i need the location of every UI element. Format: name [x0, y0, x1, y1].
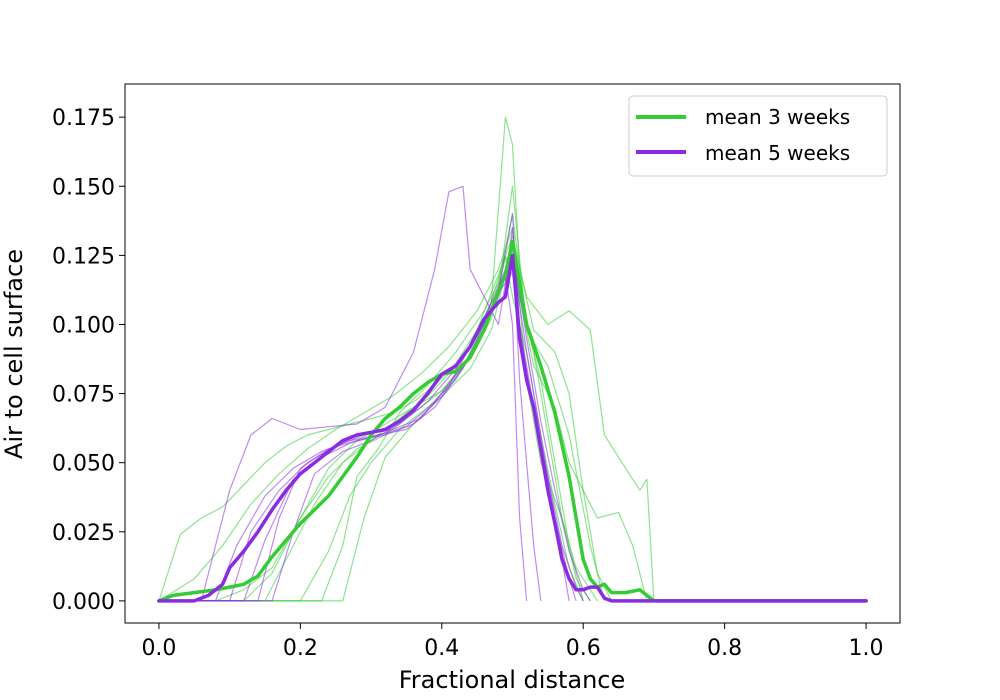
plot-frame: [124, 83, 901, 624]
replicate-line-5: [158, 185, 605, 602]
x-tick-label-4: 0.8: [707, 636, 742, 661]
plot-area: [124, 83, 901, 624]
y-tick-label-0: 0.000: [52, 590, 115, 615]
series-lines: [157, 239, 868, 603]
replicate-line-3: [158, 254, 591, 602]
replicate-line-13: [158, 274, 528, 602]
y-axis: 0.000 0.025 0.050 0.075 0.100 0.125 0.150 0.175: [52, 106, 125, 615]
y-tick-label-3: 0.075: [52, 383, 115, 408]
replicate-line-6: [158, 227, 598, 602]
y-tick-label-1: 0.025: [52, 521, 115, 546]
x-tick-label-3: 0.6: [566, 636, 601, 661]
x-tick-label-5: 1.0: [849, 636, 884, 661]
replicate-lines: [158, 116, 655, 602]
x-tick-label-2: 0.4: [424, 636, 459, 661]
x-axis-title: Fractional distance: [399, 666, 626, 694]
y-tick-label-6: 0.150: [52, 175, 115, 200]
legend-box: [628, 95, 888, 177]
y-tick-label-4: 0.100: [52, 313, 115, 338]
y-tick-label-2: 0.050: [52, 452, 115, 477]
y-tick-label-5: 0.125: [52, 244, 115, 269]
legend-label-mean-3-weeks: mean 3 weeks: [705, 105, 850, 129]
x-tick-label-0: 0.0: [141, 636, 176, 661]
y-tick-label-7: 0.175: [52, 106, 115, 131]
replicate-line-11: [158, 254, 577, 602]
x-axis: 0.0 0.2 0.4 0.6 0.8 1.0: [141, 623, 884, 661]
x-tick-label-1: 0.2: [283, 636, 318, 661]
replicate-line-9: [158, 185, 542, 602]
y-axis-title: Air to cell surface: [0, 249, 28, 459]
replicate-line-4: [158, 213, 584, 602]
replicate-line-14: [158, 246, 591, 602]
series-line-mean-5-weeks: [157, 253, 868, 603]
legend: mean 3 weeks mean 5 weeks: [628, 95, 888, 177]
legend-label-mean-5-weeks: mean 5 weeks: [705, 141, 850, 165]
